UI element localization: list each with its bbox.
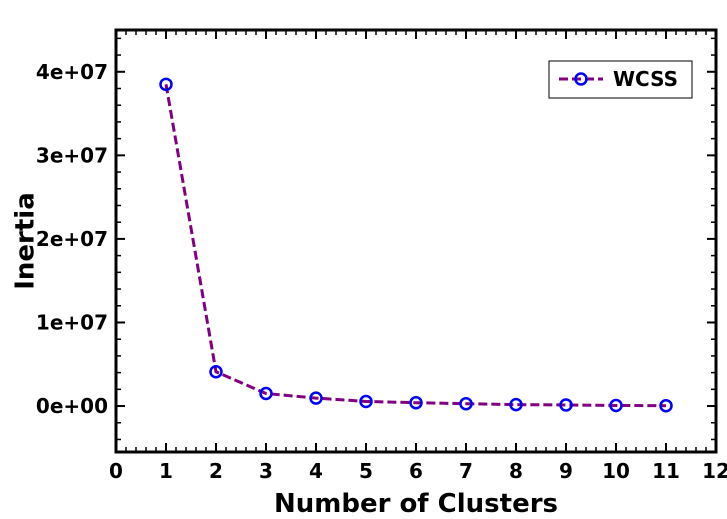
data-point (359, 394, 373, 409)
x-tick-label: 9 (559, 459, 573, 483)
data-point (409, 395, 423, 410)
data-point (559, 398, 573, 412)
y-tick-label: 0e+00 (36, 394, 108, 418)
data-point (159, 77, 173, 92)
data-point (509, 397, 523, 412)
y-axis-title: Inertia (11, 192, 41, 290)
data-point (459, 396, 473, 411)
x-tick-label: 0 (109, 459, 123, 483)
y-tick-label: 3e+07 (36, 143, 108, 167)
x-axis: 0 1 2 3 4 5 6 7 8 9 10 11 12 (109, 30, 727, 483)
series-line-wcss (164, 84, 667, 408)
data-point (209, 365, 223, 379)
x-tick-label: 11 (652, 459, 680, 483)
legend-marker-sample (574, 72, 588, 86)
x-tick-label: 12 (702, 459, 727, 483)
y-tick-label: 2e+07 (36, 227, 108, 251)
data-point (659, 398, 673, 413)
data-point (259, 386, 273, 401)
x-tick-label: 3 (259, 459, 273, 483)
x-tick-label: 6 (409, 459, 423, 483)
series-layer (159, 77, 673, 413)
x-tick-label: 5 (359, 459, 373, 483)
x-tick-label: 10 (602, 459, 630, 483)
x-tick-label: 7 (459, 459, 473, 483)
y-tick-label: 4e+07 (36, 60, 108, 84)
x-tick-label: 2 (209, 459, 223, 483)
x-tick-label: 4 (309, 459, 323, 483)
y-tick-label: 1e+07 (36, 310, 108, 334)
x-tick-label: 8 (509, 459, 523, 483)
y-axis: 0e+00 1e+07 2e+07 3e+07 4e+07 (36, 37, 716, 441)
legend-label: WCSS (613, 67, 678, 91)
x-tick-label: 1 (159, 459, 173, 483)
data-point (309, 391, 323, 405)
x-axis-title: Number of Clusters (274, 489, 558, 519)
data-point (609, 398, 623, 413)
legend: WCSS (548, 60, 693, 99)
